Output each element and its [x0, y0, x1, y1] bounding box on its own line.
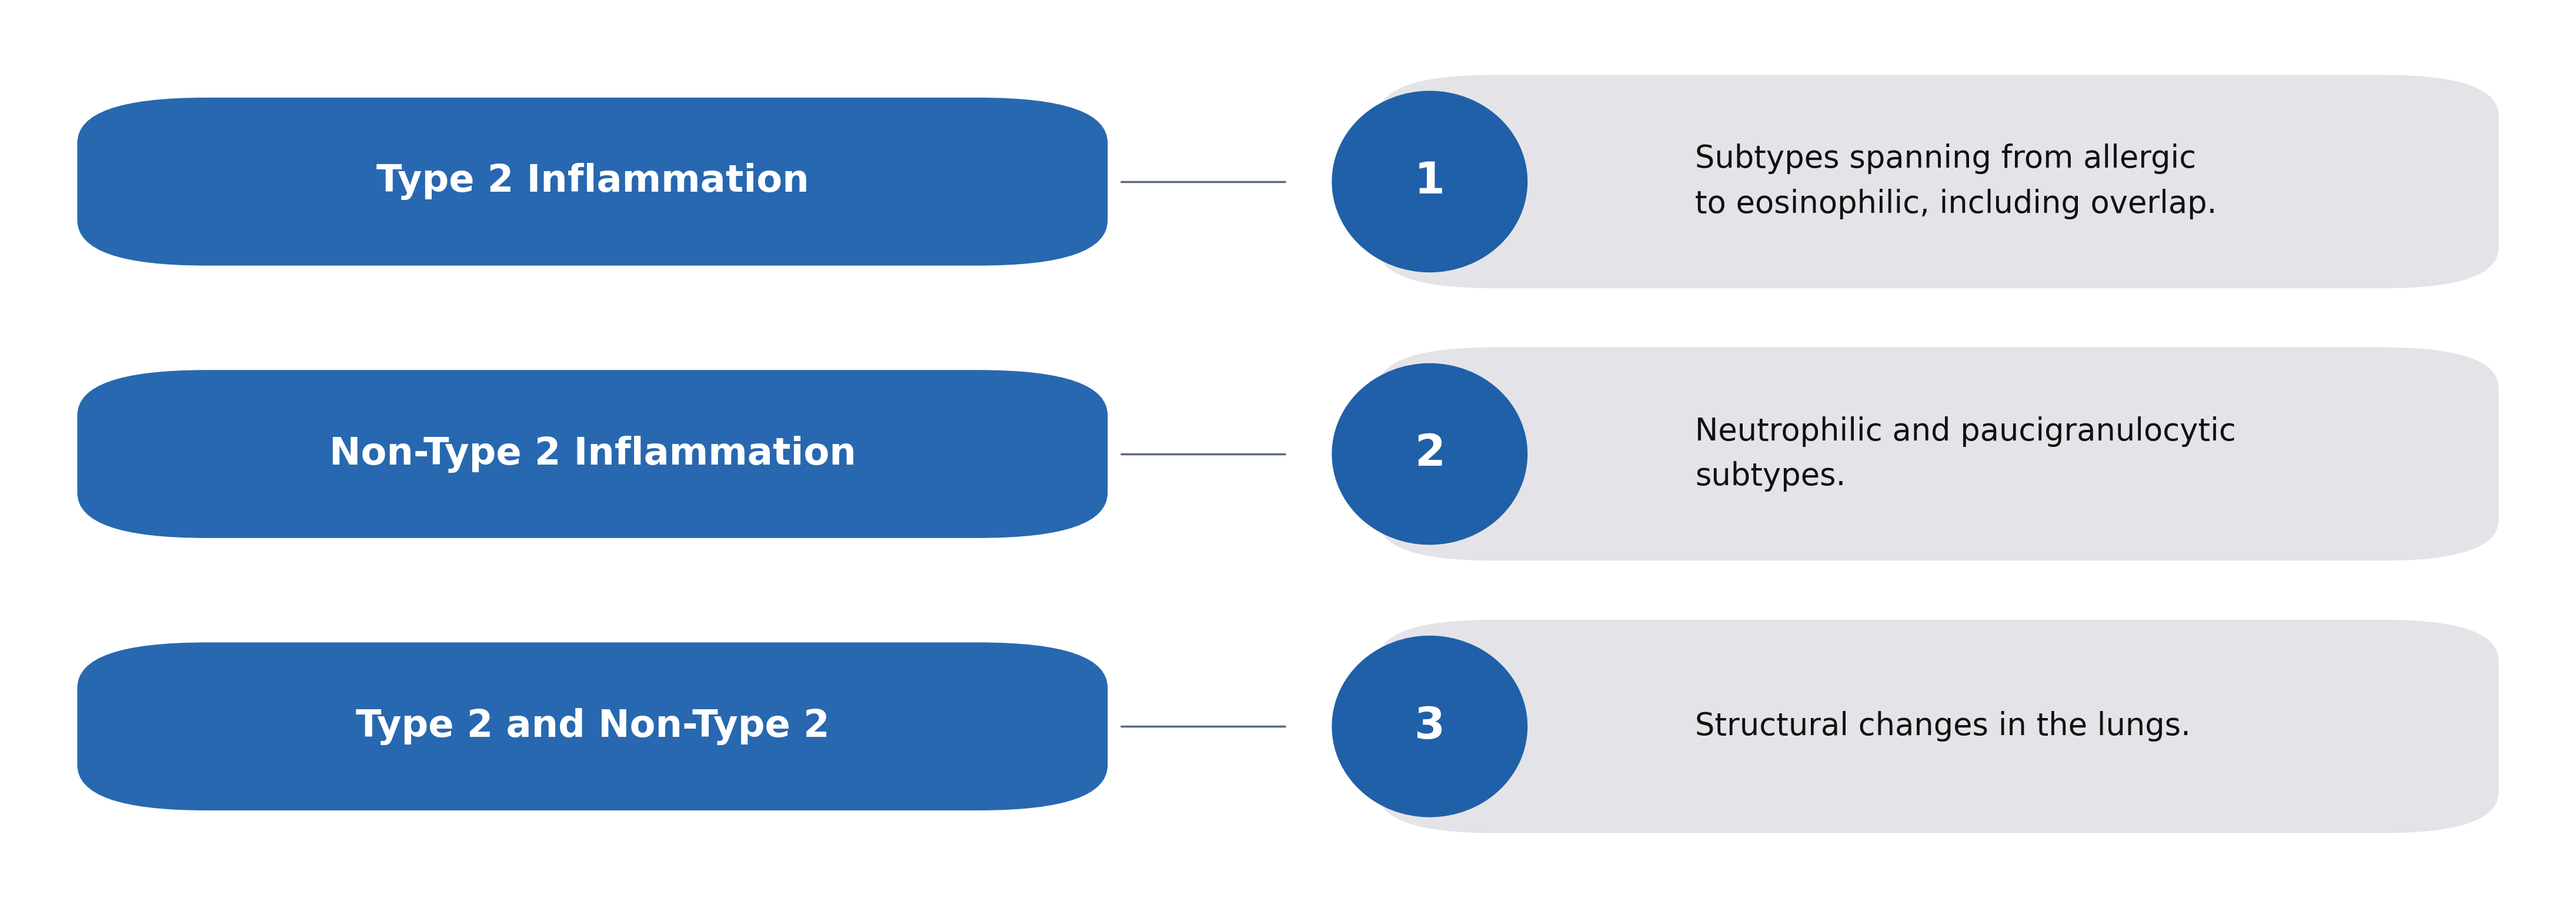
FancyBboxPatch shape: [77, 97, 1108, 265]
Text: 1: 1: [1414, 160, 1445, 203]
FancyBboxPatch shape: [77, 643, 1108, 810]
Text: 3: 3: [1414, 705, 1445, 748]
Text: Structural changes in the lungs.: Structural changes in the lungs.: [1695, 711, 2190, 742]
Text: Type 2 and Non-Type 2: Type 2 and Non-Type 2: [355, 708, 829, 745]
FancyBboxPatch shape: [1378, 74, 2499, 288]
FancyBboxPatch shape: [1378, 619, 2499, 834]
Text: Subtypes spanning from allergic
to eosinophilic, including overlap.: Subtypes spanning from allergic to eosin…: [1695, 143, 2218, 220]
Text: Neutrophilic and paucigranulocytic
subtypes.: Neutrophilic and paucigranulocytic subty…: [1695, 416, 2236, 492]
Ellipse shape: [1332, 91, 1528, 272]
Text: Non-Type 2 Inflammation: Non-Type 2 Inflammation: [330, 436, 855, 472]
Text: Type 2 Inflammation: Type 2 Inflammation: [376, 163, 809, 200]
FancyBboxPatch shape: [1378, 347, 2499, 560]
FancyBboxPatch shape: [77, 370, 1108, 538]
Text: 2: 2: [1414, 432, 1445, 476]
Ellipse shape: [1332, 636, 1528, 817]
Ellipse shape: [1332, 363, 1528, 545]
